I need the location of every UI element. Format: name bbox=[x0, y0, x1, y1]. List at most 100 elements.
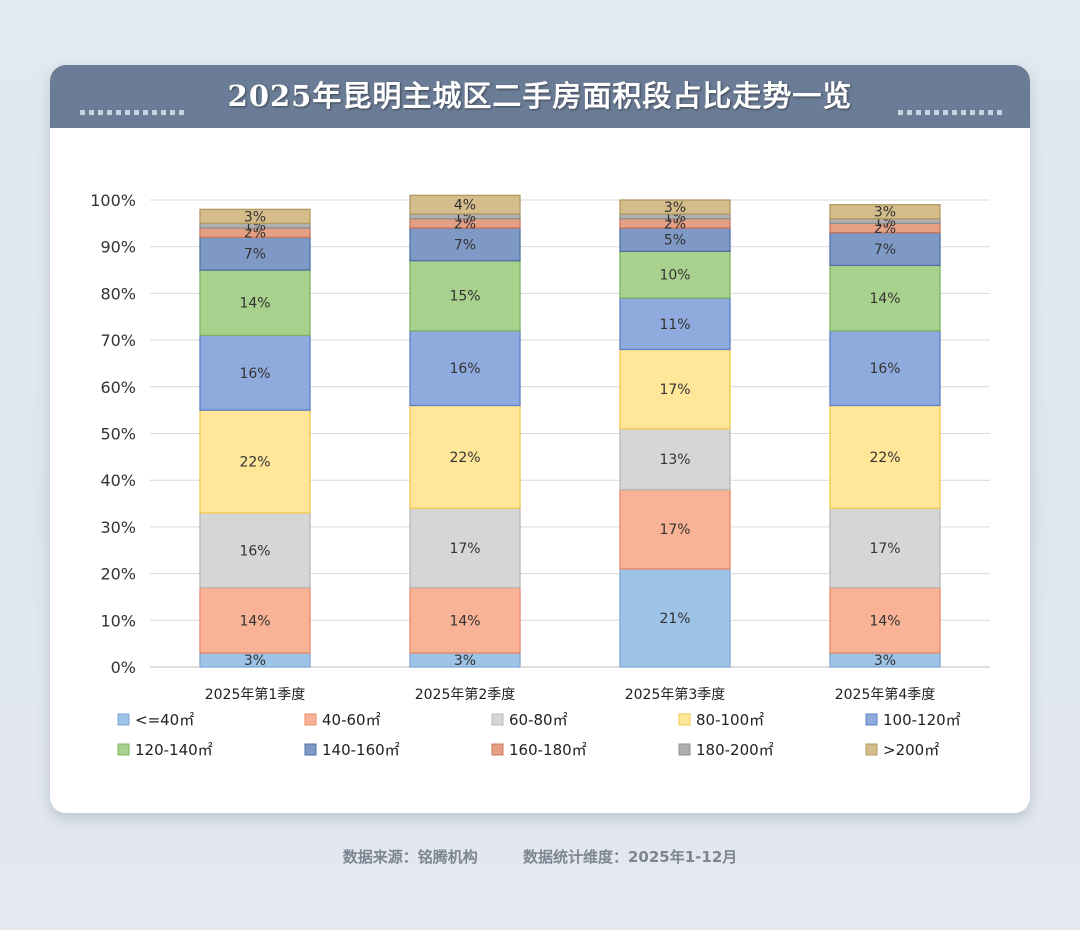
legend-swatch-1 bbox=[117, 713, 130, 726]
chart-title: 2025年昆明主城区二手房面积段占比走势一览 bbox=[227, 79, 853, 113]
bar-segment-q2-s7 bbox=[409, 227, 521, 262]
data-label-q4-s1: 3% bbox=[874, 653, 896, 669]
y-tick-label-4: 40% bbox=[100, 471, 136, 490]
bar-segment-q2-s4 bbox=[409, 404, 521, 509]
y-tick-label-0: 0% bbox=[111, 658, 136, 677]
data-label-q1-s2: 14% bbox=[239, 613, 270, 629]
data-period-text: 数据统计维度：2025年1-12月 bbox=[522, 848, 738, 866]
footer: 数据来源：铭腾机构 数据统计维度：2025年1-12月 bbox=[0, 846, 1080, 867]
bar-segment-q2-s2 bbox=[409, 586, 521, 654]
bar-segment-q1-s3 bbox=[199, 512, 311, 589]
y-tick-label-6: 60% bbox=[100, 378, 136, 397]
bar-segment-q4-s4 bbox=[829, 404, 941, 509]
legend-label-7: 140-160㎡ bbox=[322, 741, 400, 759]
data-label-q3-s7: 5% bbox=[664, 233, 686, 249]
y-tick-label-2: 20% bbox=[100, 565, 136, 584]
bar-segment-q4-s7 bbox=[829, 232, 941, 267]
legend-label-5: 100-120㎡ bbox=[883, 711, 961, 729]
legend-label-2: 40-60㎡ bbox=[322, 711, 381, 729]
bar-segment-q3-s10 bbox=[619, 199, 731, 215]
bar-segment-q4-s2 bbox=[829, 586, 941, 654]
bar-segment-q1-s7 bbox=[199, 236, 311, 271]
data-label-q1-s10: 3% bbox=[244, 209, 266, 225]
data-label-q4-s5: 16% bbox=[869, 361, 900, 377]
legend-label-8: 160-180㎡ bbox=[509, 741, 587, 759]
title-banner: 2025年昆明主城区二手房面积段占比走势一览 bbox=[50, 65, 1030, 128]
data-label-q1-s5: 16% bbox=[239, 366, 270, 382]
bar-segment-q4-s6 bbox=[829, 264, 941, 332]
x-tick-label-2: 2025年第2季度 bbox=[415, 686, 516, 703]
data-label-q2-s3: 17% bbox=[449, 541, 480, 557]
y-tick-label-1: 10% bbox=[100, 611, 136, 630]
data-source-text: 数据来源：铭腾机构 bbox=[342, 848, 478, 866]
bar-segment-q1-s4 bbox=[199, 409, 311, 514]
legend-swatch-5 bbox=[865, 713, 878, 726]
bar-segment-q4-s5 bbox=[829, 330, 941, 407]
data-label-q3-s3: 13% bbox=[659, 452, 690, 468]
data-label-q3-s8: 2% bbox=[664, 216, 686, 232]
data-label-q2-s7: 7% bbox=[454, 237, 476, 253]
legend-label-10: >200㎡ bbox=[883, 741, 939, 759]
bar-segment-q2-s3 bbox=[409, 507, 521, 589]
data-label-q1-s8: 2% bbox=[244, 226, 266, 242]
data-label-q1-s1: 3% bbox=[244, 653, 266, 669]
y-tick-label-5: 50% bbox=[100, 425, 136, 444]
data-label-q2-s6: 15% bbox=[449, 289, 480, 305]
data-label-q3-s4: 17% bbox=[659, 382, 690, 398]
legend-label-9: 180-200㎡ bbox=[696, 741, 774, 759]
decor-dots-left bbox=[80, 100, 188, 115]
bar-segment-q3-s1 bbox=[619, 568, 731, 668]
data-label-q4-s10: 3% bbox=[874, 205, 896, 221]
data-label-q3-s5: 11% bbox=[659, 317, 690, 333]
data-label-q2-s5: 16% bbox=[449, 361, 480, 377]
data-label-q2-s4: 22% bbox=[449, 450, 480, 466]
bar-segment-q2-s10 bbox=[409, 194, 521, 215]
legend-label-6: 120-140㎡ bbox=[135, 741, 213, 759]
data-label-q4-s8: 2% bbox=[874, 221, 896, 237]
x-tick-label-3: 2025年第3季度 bbox=[625, 686, 726, 703]
x-tick-label-1: 2025年第1季度 bbox=[205, 686, 306, 703]
bar-segment-q3-s3 bbox=[619, 428, 731, 491]
bar-segment-q4-s3 bbox=[829, 507, 941, 589]
x-tick-label-4: 2025年第4季度 bbox=[835, 686, 936, 703]
data-label-q2-s10: 4% bbox=[454, 198, 476, 214]
data-label-q2-s8: 2% bbox=[454, 216, 476, 232]
data-label-q4-s3: 17% bbox=[869, 541, 900, 557]
bar-segment-q1-s5 bbox=[199, 334, 311, 411]
legend-label-1: <=40㎡ bbox=[135, 711, 194, 729]
legend-swatch-10 bbox=[865, 743, 878, 756]
data-label-q2-s2: 14% bbox=[449, 613, 480, 629]
bar-segment-q2-s5 bbox=[409, 330, 521, 407]
data-label-q4-s4: 22% bbox=[869, 450, 900, 466]
legend-swatch-6 bbox=[117, 743, 130, 756]
decor-dots-right bbox=[898, 100, 1006, 115]
data-label-q4-s2: 14% bbox=[869, 613, 900, 629]
legend-label-3: 60-80㎡ bbox=[509, 711, 568, 729]
legend-swatch-9 bbox=[678, 743, 691, 756]
data-label-q3-s2: 17% bbox=[659, 522, 690, 538]
legend-label-4: 80-100㎡ bbox=[696, 711, 764, 729]
data-label-q3-s6: 10% bbox=[659, 268, 690, 284]
bar-segment-q1-s6 bbox=[199, 269, 311, 337]
bar-segment-q4-s10 bbox=[829, 204, 941, 220]
legend-swatch-4 bbox=[678, 713, 691, 726]
bar-segment-q1-s2 bbox=[199, 586, 311, 654]
bar-segment-q2-s6 bbox=[409, 260, 521, 332]
y-tick-label-10: 100% bbox=[90, 191, 136, 210]
y-tick-label-8: 80% bbox=[100, 284, 136, 303]
data-label-q1-s3: 16% bbox=[239, 543, 270, 559]
y-tick-label-3: 30% bbox=[100, 518, 136, 537]
data-label-q1-s7: 7% bbox=[244, 247, 266, 263]
legend-swatch-2 bbox=[304, 713, 317, 726]
bar-segment-q3-s5 bbox=[619, 297, 731, 351]
legend-swatch-7 bbox=[304, 743, 317, 756]
data-label-q1-s4: 22% bbox=[239, 455, 270, 471]
data-label-q4-s6: 14% bbox=[869, 291, 900, 307]
data-label-q3-s1: 21% bbox=[659, 611, 690, 627]
bar-segment-q3-s6 bbox=[619, 250, 731, 299]
bar-segment-q1-s10 bbox=[199, 208, 311, 224]
y-tick-label-7: 70% bbox=[100, 331, 136, 350]
bar-segment-q3-s4 bbox=[619, 348, 731, 430]
legend-swatch-3 bbox=[491, 713, 504, 726]
